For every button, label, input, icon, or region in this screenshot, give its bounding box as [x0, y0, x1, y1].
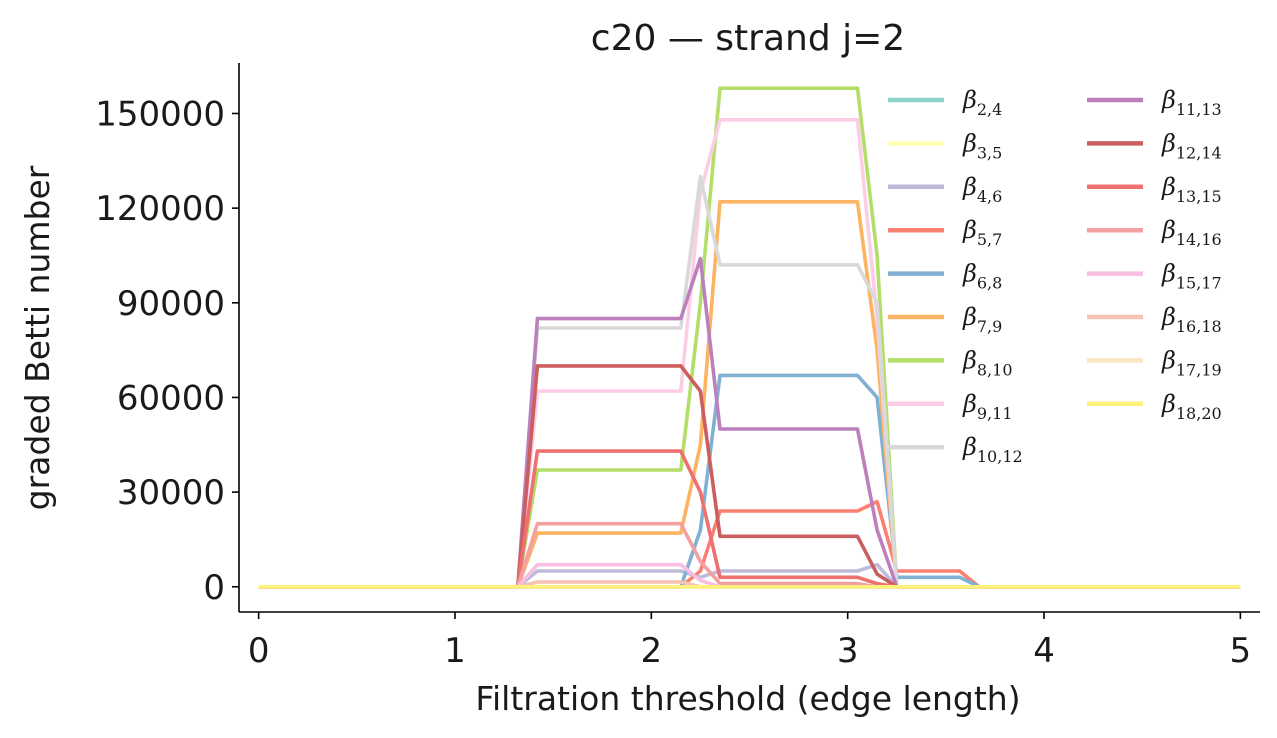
legend-label: β12,14	[1161, 129, 1222, 162]
legend-label: β16,18	[1161, 303, 1222, 336]
legend-item-9-11: β9,11	[888, 390, 1013, 423]
chart-title: c20 — strand j=2	[591, 18, 905, 59]
series-line-13-15	[258, 449, 1241, 589]
legend-label: β8,10	[962, 346, 1013, 379]
legend-item-11-13: β11,13	[1087, 86, 1222, 119]
legend: β2,4 β3,5 β4,6 β5,7 β6,8 β7,9 β8,10 β9,11 β10,12…	[888, 86, 1222, 466]
x-tick-label: 4	[1033, 631, 1055, 671]
legend-label: β4,6	[962, 173, 1002, 206]
legend-item-14-16: β14,16	[1087, 216, 1222, 249]
series-line-7-9	[258, 200, 1241, 589]
legend-item-3-5: β3,5	[888, 129, 1002, 162]
series-line-5-7	[258, 499, 1241, 589]
legend-item-8-10: β8,10	[888, 346, 1013, 379]
legend-item-10-12: β10,12	[888, 433, 1023, 466]
legend-label: β15,17	[1161, 260, 1222, 293]
x-tick-label: 0	[248, 631, 270, 671]
legend-item-15-17: β15,17	[1087, 260, 1222, 293]
legend-label: β14,16	[1161, 216, 1222, 249]
legend-label: β18,20	[1161, 390, 1222, 423]
x-axis-label: Filtration threshold (edge length)	[475, 679, 1020, 718]
legend-label: β6,8	[962, 260, 1002, 293]
legend-item-13-15: β13,15	[1087, 173, 1222, 206]
legend-label: β10,12	[962, 433, 1023, 466]
legend-item-12-14: β12,14	[1087, 129, 1222, 162]
y-tick-label: 90000	[117, 284, 225, 324]
legend-item-17-19: β17,19	[1087, 346, 1222, 379]
x-tick-label: 2	[641, 631, 663, 671]
legend-label: β9,11	[962, 390, 1013, 423]
y-tick-label: 0	[203, 568, 225, 608]
legend-item-7-9: β7,9	[888, 303, 1002, 336]
legend-item-5-7: β5,7	[888, 216, 1002, 249]
x-tick-label: 5	[1230, 631, 1252, 671]
legend-label: β13,15	[1161, 173, 1222, 206]
x-tick-label: 3	[837, 631, 859, 671]
y-tick-label: 60000	[117, 378, 225, 418]
legend-label: β11,13	[1161, 86, 1222, 119]
series-line-10-12	[258, 174, 1241, 589]
series-lines	[258, 86, 1241, 589]
y-tick-label: 150000	[95, 94, 225, 134]
legend-item-18-20: β18,20	[1087, 390, 1222, 423]
series-line-12-14	[258, 364, 1241, 589]
y-tick-label: 120000	[95, 189, 225, 229]
legend-label: β5,7	[962, 216, 1002, 249]
series-line-11-13	[258, 256, 1241, 589]
legend-label: β7,9	[962, 303, 1002, 336]
legend-item-2-4: β2,4	[888, 86, 1002, 119]
legend-item-4-6: β4,6	[888, 173, 1002, 206]
legend-item-6-8: β6,8	[888, 260, 1002, 293]
y-ticks: 0 30000 60000 90000 120000 150000	[95, 94, 239, 608]
x-ticks: 0 1 2 3 4 5	[248, 612, 1251, 671]
legend-label: β2,4	[962, 86, 1002, 119]
x-tick-label: 1	[444, 631, 466, 671]
y-axis-label: graded Betti number	[18, 165, 57, 510]
y-tick-label: 30000	[117, 473, 225, 513]
legend-item-16-18: β16,18	[1087, 303, 1222, 336]
series-line-6-8	[258, 373, 1241, 589]
legend-label: β3,5	[962, 129, 1002, 162]
axes	[238, 63, 1260, 613]
series-line-9-11	[258, 118, 1241, 589]
legend-label: β17,19	[1161, 346, 1222, 379]
